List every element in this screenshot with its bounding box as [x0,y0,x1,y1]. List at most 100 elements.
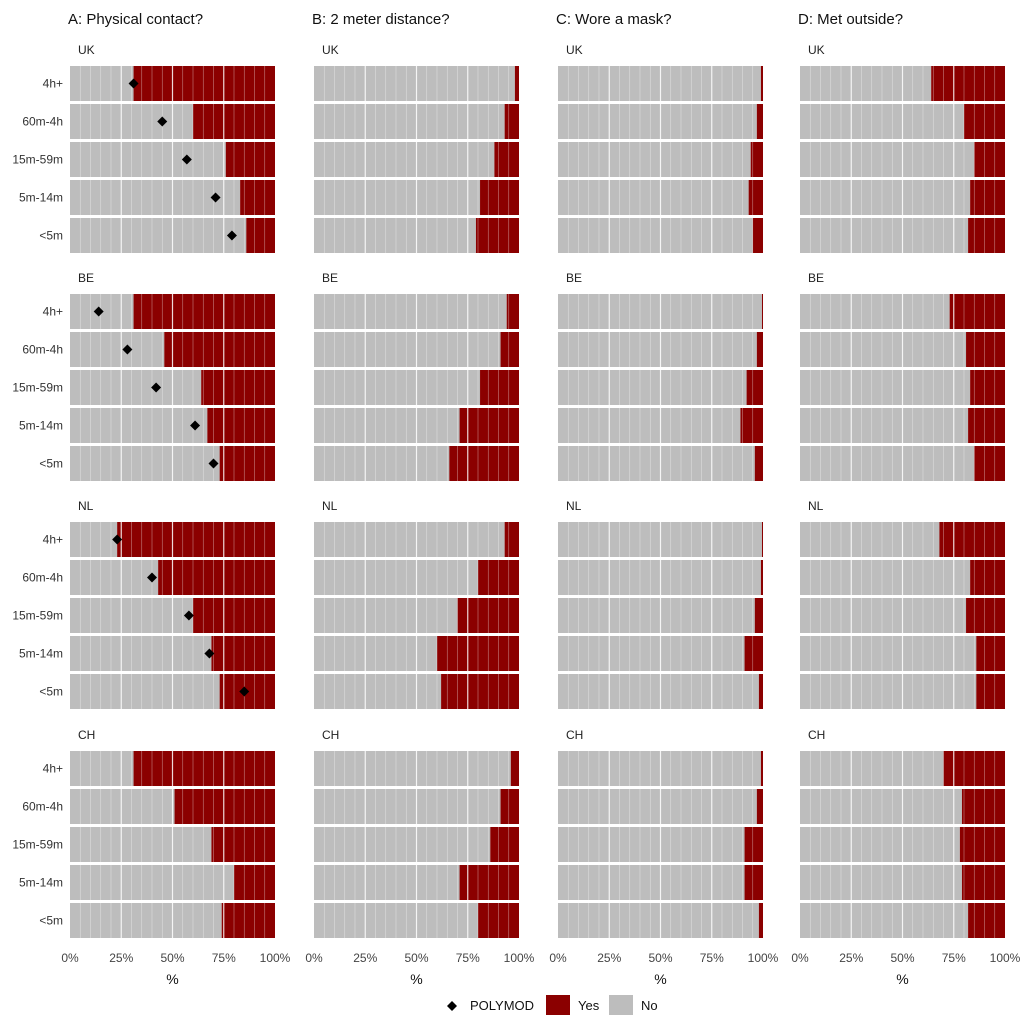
col-a-nl-4h-polymod-marker [112,534,123,545]
col-a-ch-4h-bar-yes [133,751,275,786]
col-a-x-axis-title: % [166,971,178,987]
col-b-uk-60m-4h-bar-yes [504,104,519,139]
col-d-country-label-nl: NL [808,499,824,513]
col-c-be-4h-bar-yes [761,294,763,329]
col-c-nl-4h-bar-yes [761,522,763,557]
col-c-uk-5m-bar-yes [752,218,763,253]
col-a-be-4h-bar-yes [133,294,275,329]
col-c-ch-60m-4h-bar-no [558,789,757,824]
col-d-be-15m-59m-bar-yes [970,370,1005,405]
ch-category-label-5m-14m: 5m-14m [19,876,63,890]
col-a-nl-4h-bar-no [70,522,118,557]
col-a-be-4h-polymod-marker [93,306,104,317]
col-b-be-15m-59m-bar-no [314,370,481,405]
col-d-ch-15m-59m-bar-yes [959,827,1005,862]
col-d-be-4h-bar-yes [949,294,1005,329]
col-c-ch-4h-bar-yes [760,751,763,786]
col-b-ch-15m-59m-bar-yes [490,827,519,862]
col-b-uk-60m-4h-bar-no [314,104,505,139]
col-b-uk-5m-14m-bar-yes [480,180,519,215]
col-d-x-tick-label: 75% [942,951,966,965]
col-b-title: B: 2 meter distance? [312,11,450,28]
col-d-x-axis-title: % [896,971,908,987]
col-d-nl-15m-59m-bar-yes [966,598,1005,633]
col-c-uk-5m-bar-no [558,218,753,253]
col-d-be-60m-4h-bar-yes [966,332,1005,367]
col-d-ch-5m-bar-no [800,903,969,938]
col-d-be-5m-14m-bar-yes [968,408,1005,443]
col-a-nl-15m-59m-polymod-marker [183,610,194,621]
col-b-nl-4h-bar-no [314,522,505,557]
col-b-ch-5m-14m-bar-yes [459,865,519,900]
ch-category-label-4h: 4h+ [43,762,63,776]
col-d-nl-4h-bar-yes [939,522,1005,557]
be-category-label-15m-59m: 15m-59m [12,381,63,395]
col-b-ch-60m-4h-bar-yes [500,789,519,824]
col-a-ch-60m-4h-bar-no [70,789,175,824]
col-a-uk-4h-bar-yes [133,66,275,101]
col-b-be-5m-14m-bar-yes [459,408,519,443]
col-c-nl-5m-14m-bar-no [558,636,745,671]
be-category-label-60m-4h: 60m-4h [22,343,63,357]
col-c-nl-60m-4h-bar-yes [760,560,763,595]
legend-polymod-label: POLYMOD [470,998,534,1013]
col-a-country-label-be: BE [78,271,94,285]
col-c-ch-5m-bar-no [558,903,759,938]
col-a-ch-15m-59m-bar-no [70,827,212,862]
col-d-nl-5m-14m-bar-yes [976,636,1005,671]
col-a-be-5m-14m-bar-yes [207,408,275,443]
col-a-x-tick-label: 0% [61,951,79,965]
col-c-ch-60m-4h-bar-yes [756,789,763,824]
col-b-nl-5m-bar-yes [441,674,519,709]
col-c-ch-5m-bar-yes [758,903,763,938]
col-c-be-5m-14m-bar-no [558,408,741,443]
col-c-nl-15m-59m-bar-yes [754,598,763,633]
ch-category-label-60m-4h: 60m-4h [22,800,63,814]
col-a-uk-5m-14m-polymod-marker [210,192,221,203]
col-b-uk-4h-bar-no [314,66,515,101]
col-c-uk-15m-59m-bar-no [558,142,751,177]
col-b-country-label-nl: NL [322,499,338,513]
col-d-be-15m-59m-bar-no [800,370,971,405]
col-a-x-tick-label: 100% [260,951,291,965]
col-c-be-60m-4h-bar-no [558,332,757,367]
col-b-be-5m-14m-bar-no [314,408,460,443]
col-c-ch-5m-14m-bar-yes [744,865,763,900]
col-a-ch-5m-bar-no [70,903,222,938]
col-d-uk-15m-59m-bar-no [800,142,975,177]
col-b-x-tick-label: 0% [305,951,323,965]
col-a-country-label-uk: UK [78,43,95,57]
col-b-uk-15m-59m-bar-no [314,142,495,177]
col-c-x-tick-label: 100% [748,951,779,965]
legend-no-label: No [641,998,658,1013]
col-b-x-tick-label: 50% [404,951,428,965]
col-d-country-label-uk: UK [808,43,825,57]
col-c-x-tick-label: 50% [648,951,672,965]
col-b-uk-4h-bar-yes [514,66,519,101]
col-d-uk-4h-bar-no [800,66,932,101]
col-c-nl-5m-bar-yes [758,674,763,709]
col-d-nl-4h-bar-no [800,522,940,557]
col-c-uk-4h-bar-yes [760,66,763,101]
col-b-country-label-be: BE [322,271,338,285]
col-c-ch-5m-14m-bar-no [558,865,745,900]
col-b-country-label-uk: UK [322,43,339,57]
nl-category-label-4h: 4h+ [43,533,63,547]
nl-category-label-5m-14m: 5m-14m [19,647,63,661]
uk-category-label-5m: <5m [39,229,63,243]
col-c-nl-5m-bar-no [558,674,759,709]
col-c-ch-15m-59m-bar-no [558,827,745,862]
col-c-uk-60m-4h-bar-no [558,104,757,139]
col-c-title: C: Wore a mask? [556,11,672,28]
col-c-ch-4h-bar-no [558,751,761,786]
nl-category-label-15m-59m: 15m-59m [12,609,63,623]
col-a-nl-60m-4h-bar-yes [158,560,275,595]
ch-category-label-15m-59m: 15m-59m [12,838,63,852]
col-c-be-5m-bar-yes [754,446,763,481]
col-c-country-label-be: BE [566,271,582,285]
col-a-uk-5m-bar-yes [246,218,275,253]
nl-category-label-60m-4h: 60m-4h [22,571,63,585]
col-a-nl-5m-14m-bar-yes [211,636,275,671]
col-d-ch-60m-4h-bar-yes [961,789,1005,824]
